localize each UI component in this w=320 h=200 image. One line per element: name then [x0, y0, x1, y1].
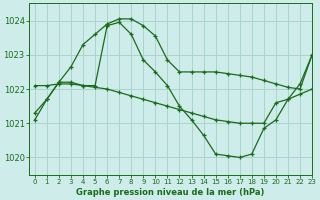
- X-axis label: Graphe pression niveau de la mer (hPa): Graphe pression niveau de la mer (hPa): [76, 188, 265, 197]
